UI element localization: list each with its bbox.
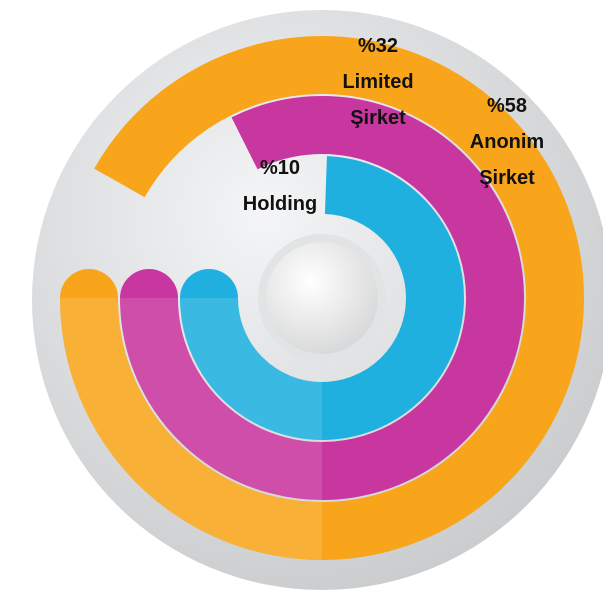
segment-label: %32 Limited Şirket <box>333 28 423 136</box>
arc-shade <box>180 297 323 440</box>
hub <box>266 242 378 354</box>
arc-cap <box>180 269 238 327</box>
arc-shade <box>120 297 323 500</box>
segment-label: %58 Anonim Şirket <box>462 88 552 196</box>
arc-cap <box>120 269 178 327</box>
segment-label: %10 Holding <box>235 150 325 222</box>
ring-arc <box>120 96 524 500</box>
value-label: %32 <box>357 35 399 57</box>
value-label: %58 <box>486 95 528 117</box>
arc-cap <box>60 269 118 327</box>
ring-arc <box>180 156 464 440</box>
category-label: Anonim Şirket <box>469 131 545 189</box>
category-label: Holding <box>242 193 318 215</box>
value-label: %10 <box>259 157 301 179</box>
ring-arc <box>60 36 584 560</box>
category-label: Limited Şirket <box>342 71 414 129</box>
arc-shade <box>60 297 323 560</box>
